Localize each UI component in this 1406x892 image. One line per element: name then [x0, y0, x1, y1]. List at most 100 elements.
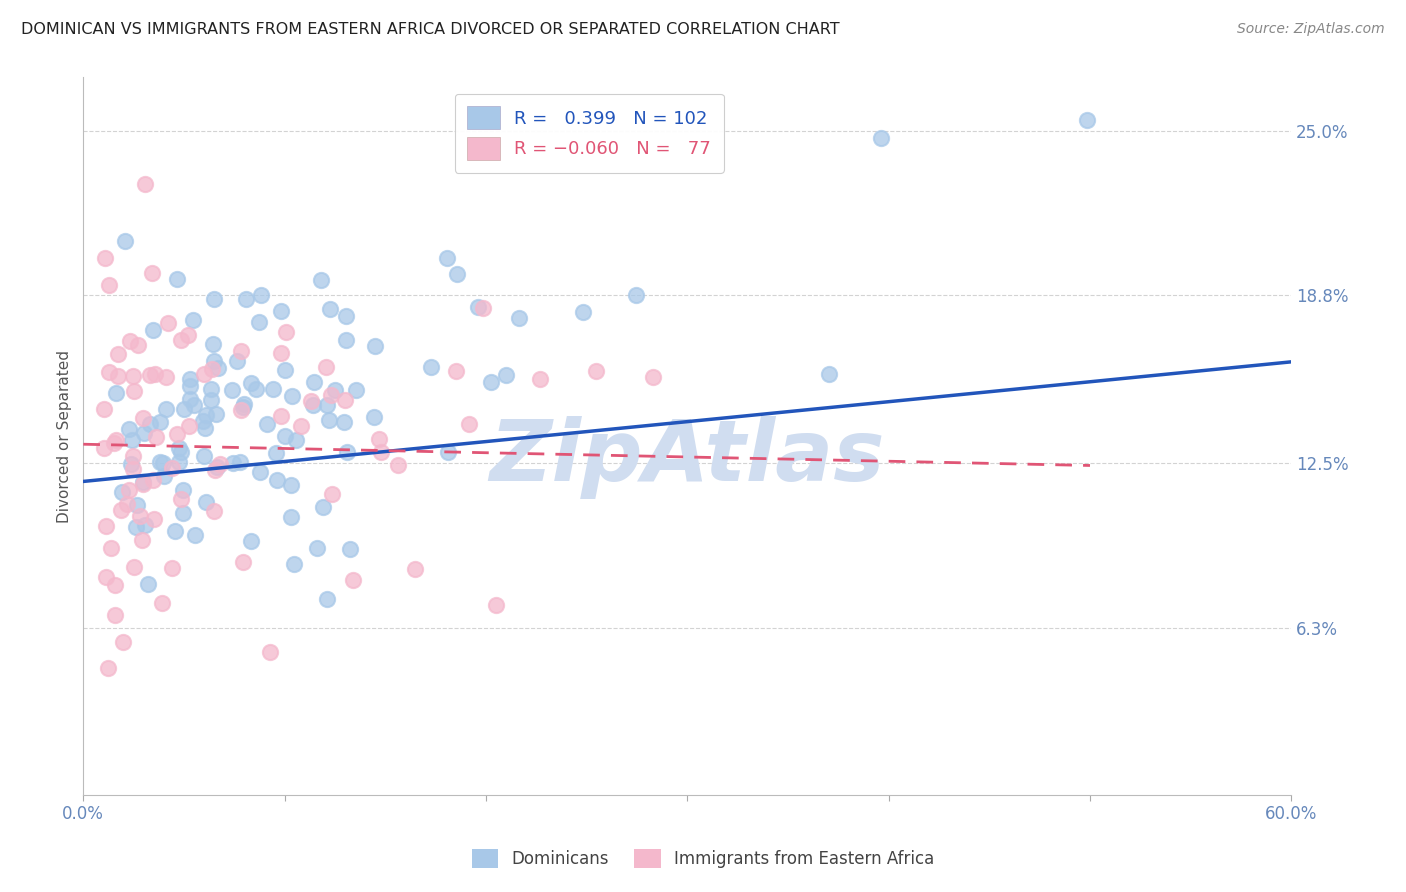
Point — [444, 364, 467, 378]
Point — [129, 509, 152, 524]
Point — [229, 455, 252, 469]
Point — [202, 336, 225, 351]
Point — [870, 130, 893, 145]
Point — [167, 441, 190, 455]
Point — [115, 497, 138, 511]
Point — [339, 541, 361, 556]
Point — [204, 407, 226, 421]
Point — [179, 379, 201, 393]
Point — [103, 436, 125, 450]
Point — [169, 492, 191, 507]
Point — [247, 315, 270, 329]
Point — [283, 558, 305, 572]
Point — [97, 661, 120, 675]
Point — [122, 450, 145, 464]
Point — [280, 478, 302, 492]
Point — [152, 456, 174, 470]
Point — [122, 559, 145, 574]
Point — [110, 484, 132, 499]
Point — [319, 388, 342, 402]
Point — [139, 417, 162, 431]
Point — [183, 397, 205, 411]
Point — [114, 234, 136, 248]
Point — [181, 312, 204, 326]
Point — [142, 511, 165, 525]
Point — [626, 288, 648, 302]
Point — [299, 393, 322, 408]
Point — [342, 573, 364, 587]
Point — [363, 410, 385, 425]
Point — [134, 177, 156, 191]
Text: Source: ZipAtlas.com: Source: ZipAtlas.com — [1237, 22, 1385, 37]
Point — [138, 576, 160, 591]
Point — [404, 562, 426, 576]
Point — [162, 461, 184, 475]
Point — [120, 334, 142, 348]
Point — [107, 368, 129, 383]
Point — [315, 398, 337, 412]
Point — [235, 292, 257, 306]
Point — [225, 353, 247, 368]
Point — [318, 413, 340, 427]
Point — [259, 645, 281, 659]
Point — [169, 455, 191, 469]
Point — [318, 302, 340, 317]
Y-axis label: Divorced or Separated: Divorced or Separated — [58, 350, 72, 523]
Point — [274, 429, 297, 443]
Point — [170, 445, 193, 459]
Point — [312, 500, 335, 514]
Point — [457, 417, 479, 431]
Point — [179, 419, 201, 434]
Point — [249, 465, 271, 479]
Point — [132, 476, 155, 491]
Point — [266, 446, 288, 460]
Point — [585, 364, 607, 378]
Point — [122, 461, 145, 475]
Point — [321, 487, 343, 501]
Point — [127, 338, 149, 352]
Point — [205, 459, 228, 474]
Point — [367, 432, 389, 446]
Point — [270, 303, 292, 318]
Point — [121, 434, 143, 448]
Point — [202, 292, 225, 306]
Point — [141, 267, 163, 281]
Point — [471, 301, 494, 316]
Point — [163, 524, 186, 539]
Point — [280, 510, 302, 524]
Point — [204, 463, 226, 477]
Point — [149, 455, 172, 469]
Point — [143, 367, 166, 381]
Point — [818, 368, 841, 382]
Point — [202, 503, 225, 517]
Point — [93, 442, 115, 456]
Point — [266, 474, 288, 488]
Point — [125, 498, 148, 512]
Point — [104, 607, 127, 622]
Point — [274, 325, 297, 339]
Point — [173, 401, 195, 416]
Point — [132, 426, 155, 441]
Point — [240, 534, 263, 549]
Point — [335, 392, 357, 407]
Point — [166, 427, 188, 442]
Point — [335, 310, 357, 324]
Point — [142, 323, 165, 337]
Point — [100, 541, 122, 555]
Point — [157, 316, 180, 330]
Point — [103, 578, 125, 592]
Point — [302, 376, 325, 390]
Point — [436, 252, 458, 266]
Point — [572, 305, 595, 319]
Point — [495, 368, 517, 383]
Point — [97, 277, 120, 292]
Point — [172, 483, 194, 497]
Point — [270, 409, 292, 424]
Point — [222, 456, 245, 470]
Point — [193, 367, 215, 381]
Point — [97, 365, 120, 379]
Point — [467, 300, 489, 314]
Point — [105, 386, 128, 401]
Point — [96, 569, 118, 583]
Point — [172, 506, 194, 520]
